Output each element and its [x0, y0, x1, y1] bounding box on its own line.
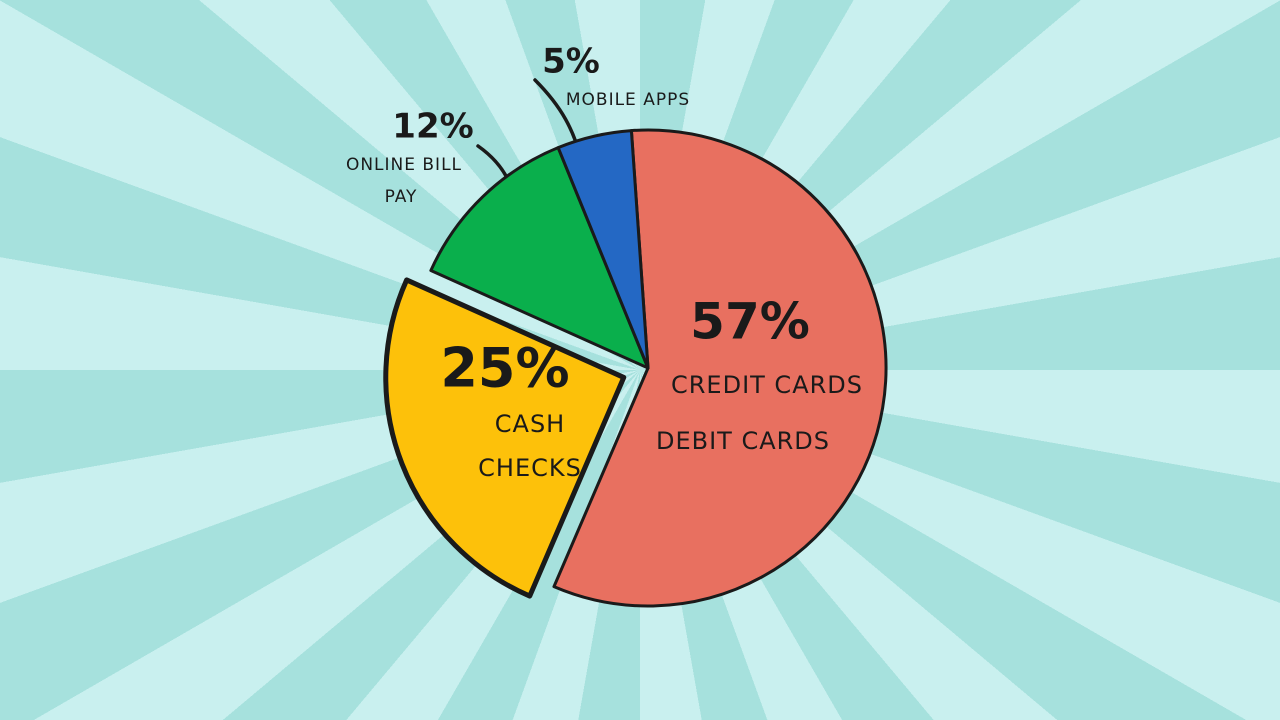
- category-label: CREDIT CARDS: [671, 371, 863, 399]
- value-label: 57%: [690, 293, 810, 351]
- category-label: DEBIT CARDS: [656, 427, 830, 455]
- category-label: CHECKS: [478, 454, 582, 482]
- pie: 57% CREDIT CARDS DEBIT CARDS 25% CASH CHECKS 1…: [346, 42, 888, 608]
- pie-slice: [556, 129, 650, 370]
- category-label: PAY: [385, 187, 418, 207]
- pie-slice: [429, 146, 650, 370]
- category-label: MOBILE APPS: [566, 90, 690, 110]
- value-label: 12%: [392, 107, 473, 147]
- value-label: 5%: [542, 42, 600, 82]
- category-label: ONLINE BILL: [346, 155, 462, 175]
- pie-slice: [552, 128, 888, 608]
- value-label: 25%: [440, 337, 569, 400]
- pie-slice: [383, 277, 627, 599]
- category-label: CASH: [495, 410, 565, 438]
